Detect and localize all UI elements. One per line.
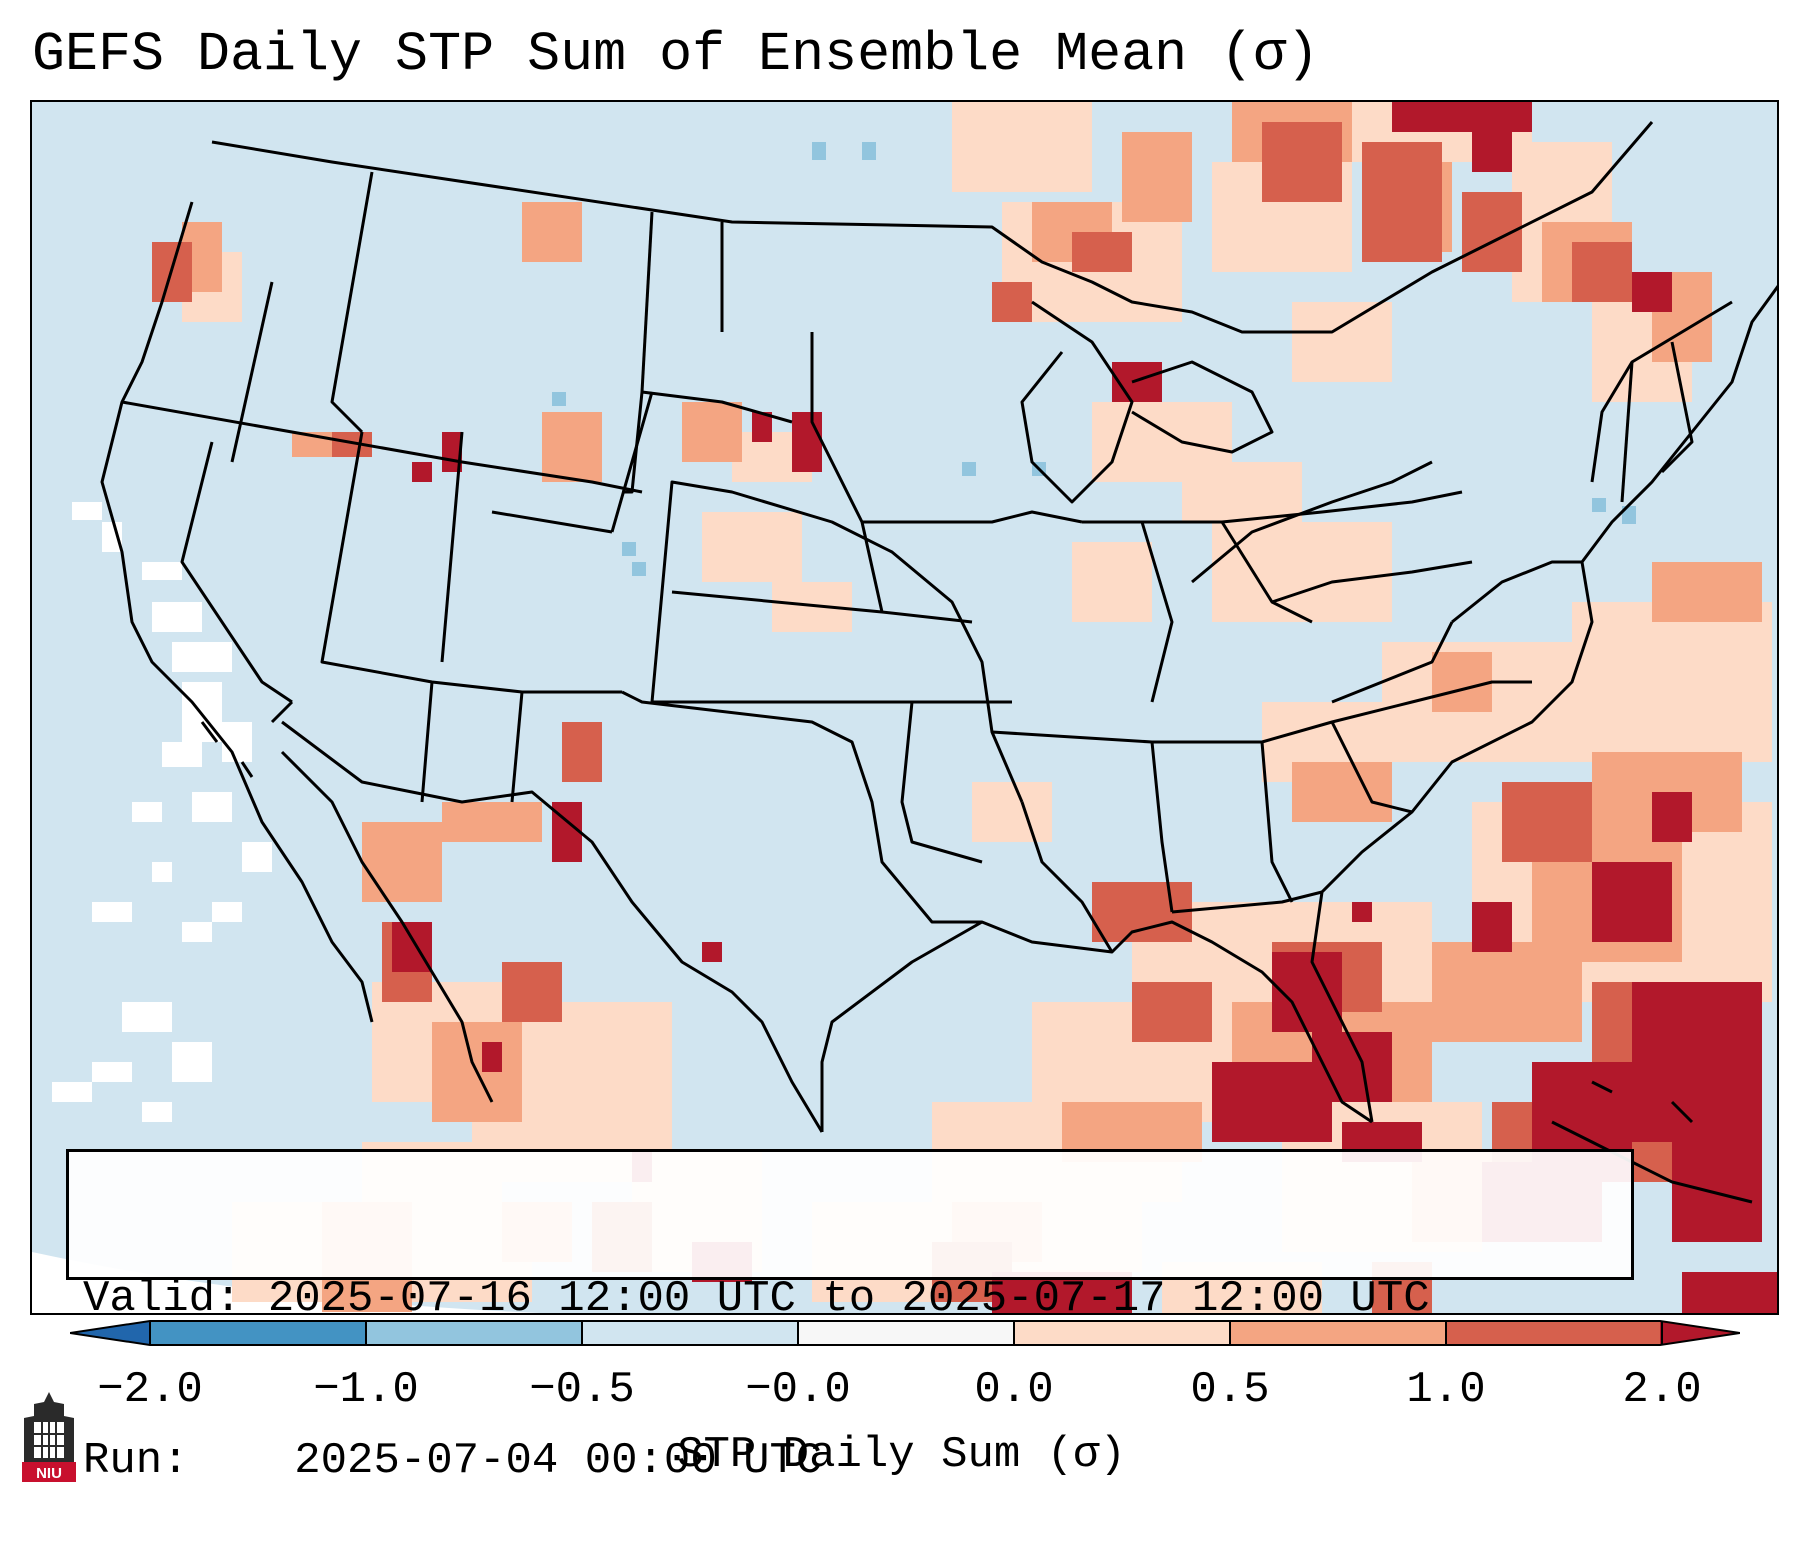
colorbar-extend-high [1660, 1321, 1740, 1345]
colorbar-tick-label: 0.5 [1190, 1365, 1270, 1415]
map-title: GEFS Daily STP Sum of Ensemble Mean (σ) [32, 23, 1320, 86]
colorbar-label: STP Daily Sum (σ) [677, 1430, 1126, 1480]
colorbar [70, 1320, 1740, 1346]
projection-edge [32, 1252, 541, 1313]
colorbar-tick-label: 1.0 [1406, 1365, 1486, 1415]
colorbar-tick-label: 2.0 [1622, 1365, 1702, 1415]
no-data-cells [52, 502, 272, 1122]
university-tower-icon: NIU [22, 1392, 76, 1482]
colorbar-bin-7 [1446, 1321, 1662, 1345]
colorbar-tick-label: −2.0 [97, 1365, 203, 1415]
colorbar-tick-label: −0.0 [745, 1365, 851, 1415]
colorbar-bin-1 [150, 1321, 366, 1345]
political-borders [100, 121, 1777, 1133]
colorbar-bin-5 [1014, 1321, 1230, 1345]
run-line: Run: 2025-07-04 00:00 UTC [83, 1434, 1631, 1488]
colorbar-tick-label: −1.0 [313, 1365, 419, 1415]
run-label: Run: [83, 1436, 189, 1486]
islands [200, 721, 1753, 1204]
valid-label: Valid: [83, 1274, 242, 1324]
logo-text: NIU [36, 1465, 62, 1482]
colorbar-bin-6 [1230, 1321, 1446, 1345]
run-value: 2025-07-04 00:00 UTC [294, 1436, 823, 1486]
map-panel [30, 100, 1779, 1315]
valid-run-info-box: Valid: 2025-07-16 12:00 UTC to 2025-07-1… [66, 1149, 1634, 1486]
colorbar-tick-label: 0.0 [974, 1365, 1054, 1415]
colorbar-bin-3 [582, 1321, 798, 1345]
colorbar-extend-low [70, 1321, 150, 1345]
colorbar-tick-label: −0.5 [529, 1365, 635, 1415]
valid-line: Valid: 2025-07-16 12:00 UTC to 2025-07-1… [83, 1272, 1631, 1326]
valid-value: 2025-07-16 12:00 UTC to 2025-07-17 12:00… [267, 1274, 1430, 1324]
map-canvas [32, 102, 1777, 1313]
colorbar-bin-4 [798, 1321, 1014, 1345]
colorbar-tick-marks [149, 1321, 1663, 1345]
colorbar-bin-2 [366, 1321, 582, 1345]
